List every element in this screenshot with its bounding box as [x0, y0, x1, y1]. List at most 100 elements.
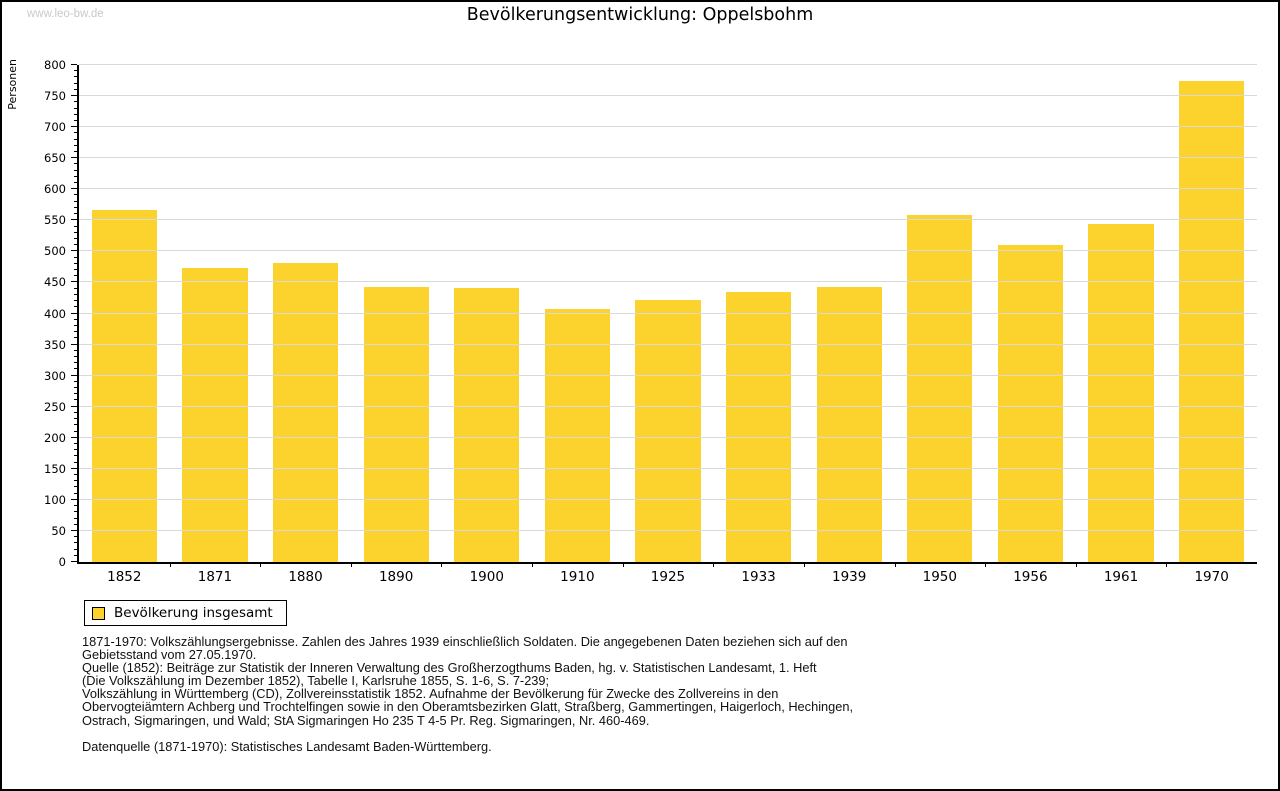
y-axis-label-250: 250: [44, 399, 66, 414]
gridline-350: [79, 343, 1257, 345]
bar-1950: [907, 214, 973, 562]
y-minor-tick-770: [74, 82, 77, 84]
y-minor-tick-180: [74, 449, 77, 451]
y-axis-label-500: 500: [44, 244, 66, 259]
gridline-250: [79, 405, 1257, 407]
y-major-tick-150: [71, 467, 77, 469]
chart-title: Bevölkerungsentwicklung: Oppelsbohm: [466, 5, 814, 25]
bar-1925: [635, 300, 701, 562]
y-axis-label-800: 800: [44, 58, 66, 72]
y-minor-tick-730: [74, 107, 77, 109]
y-minor-tick-380: [74, 324, 77, 326]
y-major-tick-400: [71, 312, 77, 314]
y-axis-label-700: 700: [44, 120, 66, 135]
y-minor-tick-270: [74, 393, 77, 395]
y-axis-label-300: 300: [44, 368, 66, 383]
y-minor-tick-640: [74, 163, 77, 165]
y-minor-tick-410: [74, 306, 77, 308]
gridline-150: [79, 467, 1257, 469]
y-minor-tick-440: [74, 287, 77, 289]
gridline-450: [79, 281, 1257, 283]
y-minor-tick-510: [74, 244, 77, 246]
y-minor-tick-230: [74, 418, 77, 420]
gridline-800: [79, 64, 1257, 65]
x-boundary-tick-4: [441, 562, 443, 567]
gridline-100: [79, 498, 1257, 500]
bars-container: [79, 65, 1257, 562]
x-boundary-tick-1: [169, 562, 171, 567]
y-major-tick-300: [71, 374, 77, 376]
y-major-tick-250: [71, 405, 77, 407]
y-minor-tick-10: [74, 554, 77, 556]
y-axis-label-650: 650: [44, 151, 66, 166]
y-minor-tick-660: [74, 150, 77, 152]
y-minor-tick-40: [74, 536, 77, 538]
y-minor-tick-540: [74, 225, 77, 227]
y-minor-tick-370: [74, 331, 77, 333]
bar-1890: [363, 286, 429, 562]
bar-slot-1900: [441, 65, 532, 562]
bar-1956: [997, 245, 1064, 562]
gridline-200: [79, 436, 1257, 438]
y-minor-tick-490: [74, 256, 77, 258]
x-axis-label-1970: 1970: [1194, 569, 1229, 585]
y-axis-label-750: 750: [44, 89, 66, 104]
y-minor-tick-320: [74, 362, 77, 364]
datasource-line: Datenquelle (1871-1970): Statistisches L…: [82, 738, 492, 754]
gridline-400: [79, 312, 1257, 314]
gridline-550: [79, 219, 1257, 221]
legend-label: Bevölkerung insgesamt: [114, 605, 273, 621]
x-axis-label-1910: 1910: [560, 569, 595, 585]
y-minor-tick-360: [74, 337, 77, 339]
y-minor-tick-210: [74, 430, 77, 432]
y-minor-tick-340: [74, 349, 77, 351]
y-minor-tick-140: [74, 474, 77, 476]
y-minor-tick-110: [74, 492, 77, 494]
y-minor-tick-30: [74, 542, 77, 544]
y-minor-tick-290: [74, 380, 77, 382]
footnotes: 1871-1970: Volkszählungsergebnisse. Zahl…: [82, 635, 853, 753]
y-axis-label-450: 450: [44, 275, 66, 290]
y-minor-tick-220: [74, 424, 77, 426]
x-axis-label-1956: 1956: [1013, 569, 1048, 585]
y-major-tick-0: [71, 561, 77, 562]
y-minor-tick-470: [74, 269, 77, 271]
gridline-300: [79, 374, 1257, 376]
x-boundary-tick-2: [260, 562, 262, 567]
gridline-650: [79, 157, 1257, 159]
x-axis-label-1900: 1900: [469, 569, 504, 585]
y-minor-tick-170: [74, 455, 77, 457]
bar-slot-1880: [260, 65, 351, 562]
x-boundary-tick-11: [1075, 562, 1077, 567]
x-axis-label-1950: 1950: [922, 569, 957, 585]
bar-slot-1871: [170, 65, 261, 562]
y-axis-label-550: 550: [44, 213, 66, 228]
x-axis-labels: 1852 1871 1880 1890 1900 1910 1925 1933 1939 1950…: [79, 569, 1257, 585]
x-axis-label-1925: 1925: [650, 569, 686, 585]
x-axis-label-1852: 1852: [107, 569, 142, 585]
y-major-tick-700: [71, 126, 77, 128]
x-boundary-tick-8: [803, 562, 805, 567]
x-axis-label-1880: 1880: [288, 569, 323, 585]
y-minor-tick-120: [74, 486, 77, 488]
y-major-tick-200: [71, 436, 77, 438]
site-watermark: www.leo-bw.de: [27, 8, 104, 20]
y-major-tick-800: [71, 64, 77, 65]
x-boundary-tick-9: [894, 562, 896, 567]
y-minor-tick-720: [74, 113, 77, 115]
y-minor-tick-580: [74, 200, 77, 202]
y-axis-label-0: 0: [58, 555, 66, 569]
y-minor-tick-520: [74, 237, 77, 239]
x-boundary-tick-6: [622, 562, 624, 567]
y-axis-label-200: 200: [44, 430, 66, 445]
footnote-line-3: Quelle (1852): Beiträge zur Statistik de…: [82, 660, 817, 676]
y-major-tick-500: [71, 250, 77, 252]
y-minor-tick-530: [74, 231, 77, 233]
gridline-700: [79, 126, 1257, 128]
y-minor-tick-790: [74, 70, 77, 72]
y-minor-tick-680: [74, 138, 77, 140]
legend-box: Bevölkerung insgesamt: [84, 600, 287, 626]
bar-1910: [544, 309, 610, 562]
x-boundary-tick-7: [713, 562, 715, 567]
bar-1900: [454, 288, 520, 562]
